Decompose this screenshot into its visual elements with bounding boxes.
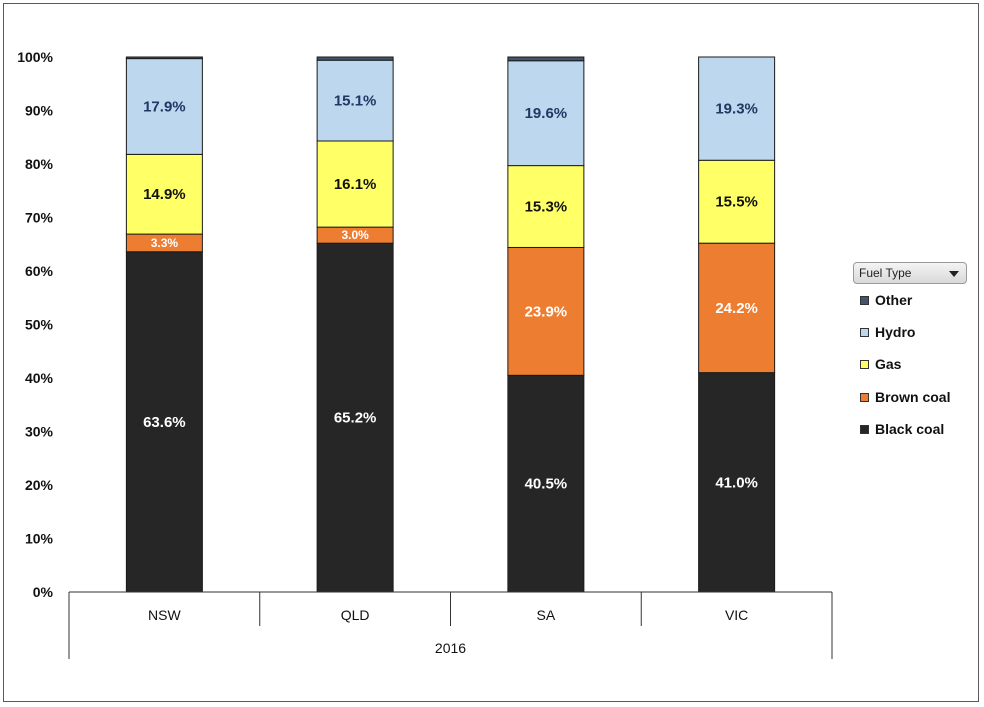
legend-swatch-gas xyxy=(860,359,869,369)
bar-nsw-hydro xyxy=(125,58,203,155)
bar-qld-black-coal xyxy=(316,242,394,593)
x-tick-label-vic: VIC xyxy=(725,607,748,623)
data-label-nsw-black-coal: 63.6% xyxy=(143,414,186,431)
chart-frame xyxy=(3,3,979,702)
data-label-qld-black-coal: 65.2% xyxy=(334,410,377,427)
y-tick-label: 0% xyxy=(33,584,54,600)
data-label-sa-black-coal: 40.5% xyxy=(525,476,568,493)
y-tick-label: 60% xyxy=(25,263,54,279)
y-tick-label: 70% xyxy=(25,210,54,226)
bar-sa-brown-coal xyxy=(507,246,585,376)
fuel-type-filter-button[interactable]: Fuel Type xyxy=(853,262,967,284)
data-label-nsw-hydro: 17.9% xyxy=(143,98,186,115)
legend-item-black-coal: Black coal xyxy=(860,419,944,439)
y-tick-label: 10% xyxy=(25,531,54,547)
bar-sa-other xyxy=(507,56,585,62)
bar-qld-other xyxy=(316,56,394,61)
x-tick-label-qld: QLD xyxy=(341,607,370,623)
legend-label-other: Other xyxy=(875,292,913,308)
data-label-sa-hydro: 19.6% xyxy=(525,105,568,122)
legend-item-gas: Gas xyxy=(860,354,901,374)
legend-swatch-hydro xyxy=(860,327,869,337)
bar-nsw-other xyxy=(125,56,203,60)
legend-label-hydro: Hydro xyxy=(875,324,916,340)
bar-vic-brown-coal xyxy=(698,242,776,374)
y-tick-label: 50% xyxy=(25,317,54,333)
legend-label-black-coal: Black coal xyxy=(875,421,945,437)
legend-swatch-brown-coal xyxy=(860,392,869,402)
fuel-type-filter-label: Fuel Type xyxy=(859,266,912,280)
bar-sa-black-coal xyxy=(507,374,585,593)
data-label-nsw-gas: 14.9% xyxy=(143,186,186,203)
bar-qld-hydro xyxy=(316,59,394,142)
y-tick-label: 40% xyxy=(25,370,54,386)
data-label-qld-gas: 16.1% xyxy=(334,176,377,193)
legend-item-brown-coal: Brown coal xyxy=(860,387,950,407)
x-tick-label-sa: SA xyxy=(537,607,556,623)
x-group-label: 2016 xyxy=(435,640,466,656)
chevron-down-icon[interactable] xyxy=(949,271,959,277)
bar-qld-gas xyxy=(316,140,394,228)
bar-vic-hydro xyxy=(698,56,776,161)
bar-vic-gas xyxy=(698,159,776,244)
y-tick-label: 20% xyxy=(25,477,54,493)
y-tick-label: 80% xyxy=(25,156,54,172)
legend-item-hydro: Hydro xyxy=(860,322,915,342)
x-tick-label-nsw: NSW xyxy=(148,607,181,623)
legend-label-gas: Gas xyxy=(875,356,902,372)
data-label-qld-hydro: 15.1% xyxy=(334,93,377,110)
legend-label-brown-coal: Brown coal xyxy=(875,389,951,405)
data-label-vic-brown-coal: 24.2% xyxy=(715,300,758,317)
y-tick-label: 90% xyxy=(25,103,54,119)
legend-swatch-black-coal xyxy=(860,424,869,434)
data-label-vic-black-coal: 41.0% xyxy=(715,474,758,491)
data-label-sa-gas: 15.3% xyxy=(525,199,568,216)
data-label-qld-brown-coal: 3.0% xyxy=(341,228,369,242)
legend-item-other: Other xyxy=(860,290,912,310)
legend-swatch-other xyxy=(860,295,869,305)
bar-sa-hydro xyxy=(507,60,585,167)
data-label-vic-gas: 15.5% xyxy=(715,194,758,211)
data-label-sa-brown-coal: 23.9% xyxy=(525,303,568,320)
data-label-nsw-brown-coal: 3.3% xyxy=(151,236,179,250)
bar-vic-black-coal xyxy=(698,372,776,593)
y-tick-label: 100% xyxy=(17,49,53,65)
y-tick-label: 30% xyxy=(25,424,54,440)
data-label-vic-hydro: 19.3% xyxy=(715,101,758,118)
